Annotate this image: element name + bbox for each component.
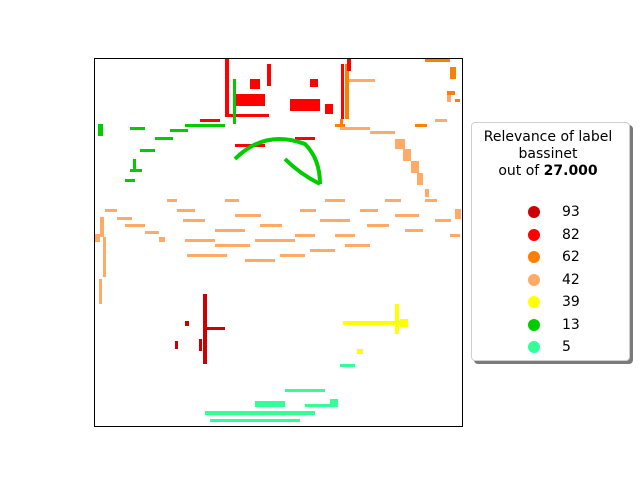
edge-map-13 <box>98 79 322 186</box>
edge-map-39 <box>343 304 408 354</box>
legend-item: 42 <box>528 270 580 290</box>
relevance-map-canvas <box>95 59 461 422</box>
legend-title-line1: Relevance of label <box>483 129 613 145</box>
legend-item: 5 <box>528 337 571 357</box>
legend-item-label: 93 <box>562 204 580 220</box>
legend-title-line2: bassinet <box>518 146 578 162</box>
legend-color-dot <box>528 251 540 263</box>
legend-title-value: 27.000 <box>543 163 598 179</box>
legend-item: 82 <box>528 225 580 245</box>
legend-color-dot <box>528 273 540 286</box>
legend-color-dot <box>528 318 540 331</box>
legend-item: 13 <box>528 315 580 335</box>
relevance-map <box>94 58 463 427</box>
legend-color-dot <box>528 296 540 308</box>
legend-item: 62 <box>528 247 580 267</box>
edge-map-5 <box>205 364 355 422</box>
legend-item-label: 82 <box>562 226 580 243</box>
legend-item-label: 62 <box>562 249 580 265</box>
edge-map-62 <box>335 59 460 127</box>
legend-color-dot <box>528 228 540 241</box>
legend-color-dot <box>528 206 540 218</box>
legend: Relevance of label bassinet out of 27.00… <box>471 122 630 361</box>
legend-color-dot <box>528 341 540 353</box>
legend-item-label: 42 <box>562 271 580 288</box>
legend-title-prefix: out of <box>498 163 544 179</box>
edge-map-82 <box>200 59 351 147</box>
legend-item: 39 <box>528 292 580 312</box>
legend-item-label: 5 <box>562 339 571 355</box>
edge-map-93 <box>175 294 225 364</box>
legend-item-label: 39 <box>562 294 580 310</box>
legend-item: 93 <box>528 202 580 222</box>
legend-item-label: 13 <box>562 316 580 333</box>
edge-map-42 <box>95 79 461 304</box>
legend-title-line3: out of 27.000 <box>472 163 624 180</box>
